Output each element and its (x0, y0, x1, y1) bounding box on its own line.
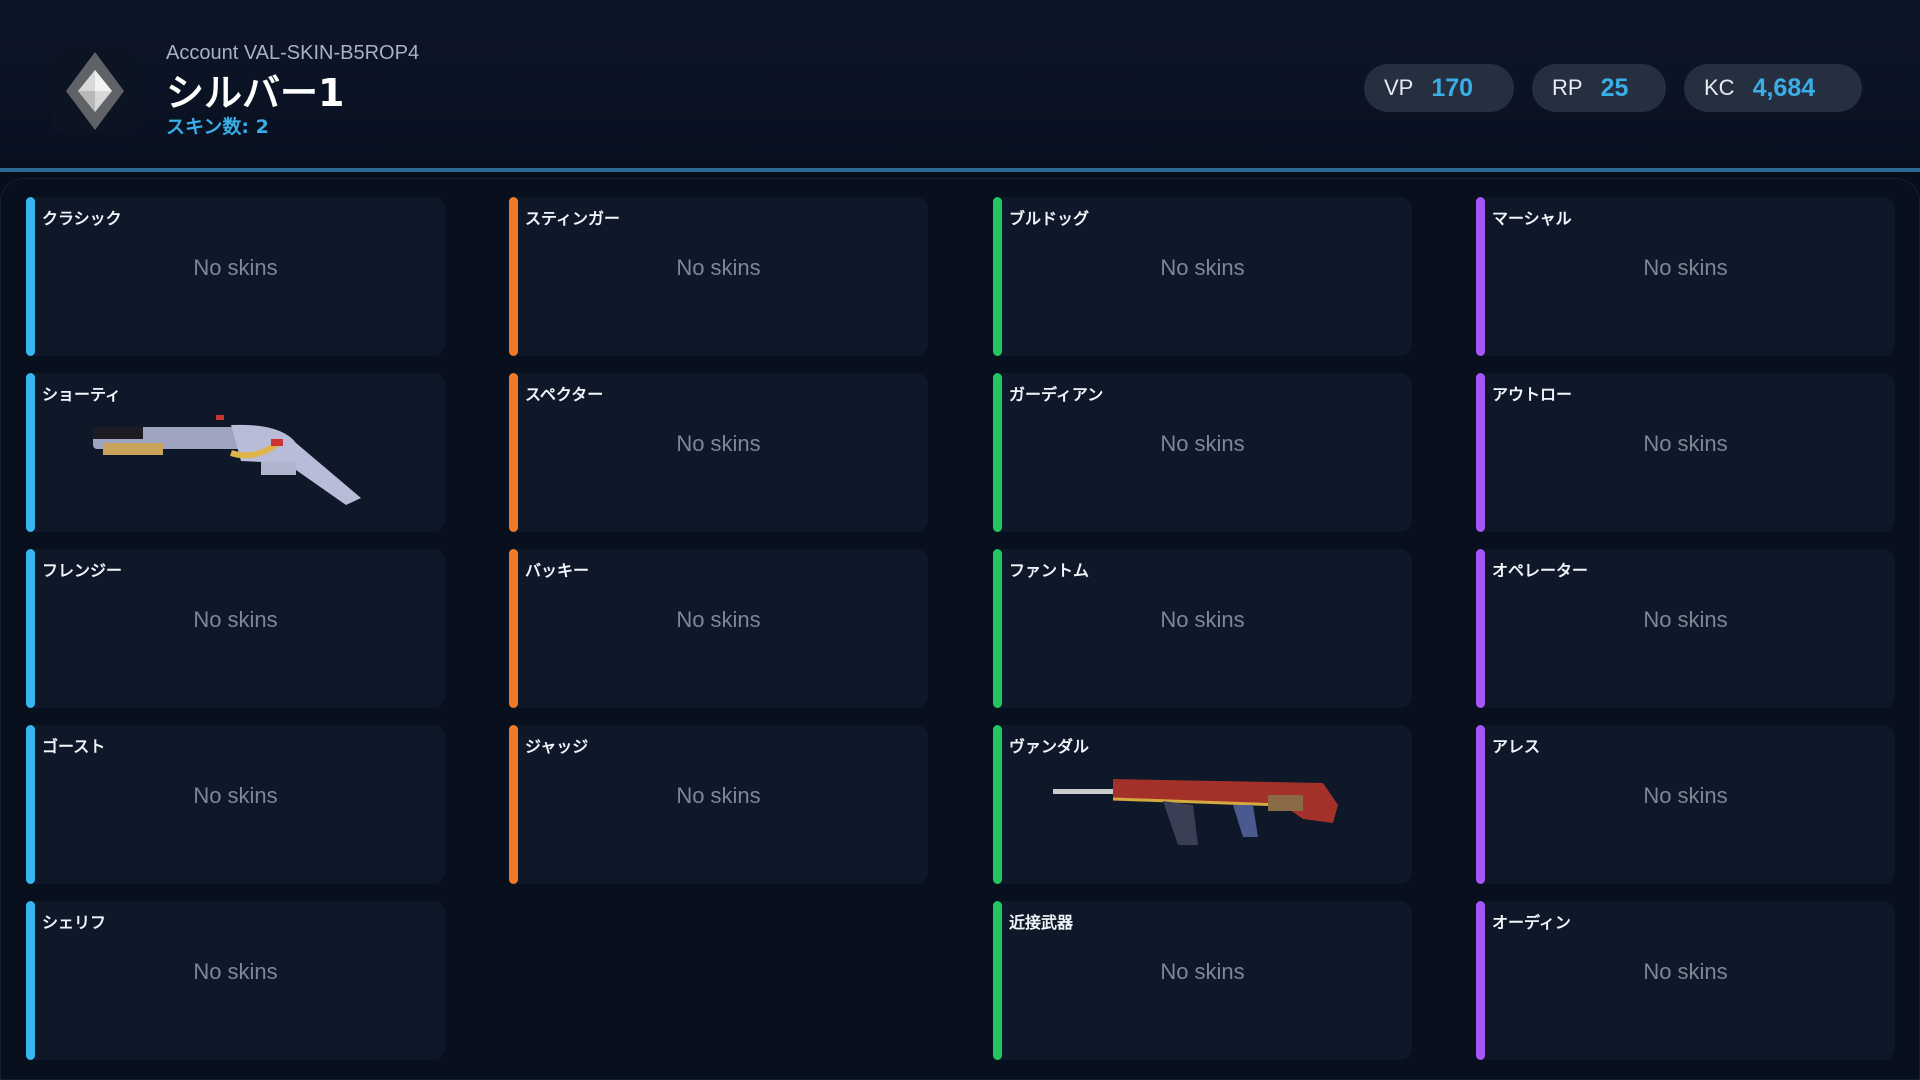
weapon-card[interactable]: オーディン No skins (1476, 901, 1895, 1060)
account-id: Account VAL-SKIN-B5ROP4 (166, 42, 420, 64)
weapon-card[interactable]: ファントム No skins (993, 549, 1412, 708)
category-color-bar (1476, 373, 1485, 532)
category-color-bar (1476, 197, 1485, 356)
weapon-name: シェリフ (42, 913, 107, 932)
weapon-card[interactable]: 近接武器 No skins (993, 901, 1412, 1060)
shorty-skin-image (93, 415, 361, 505)
no-skins-label: No skins (193, 783, 278, 808)
category-color-bar (26, 725, 35, 884)
no-skins-label: No skins (1160, 255, 1245, 280)
weapon-name: アウトロー (1492, 385, 1573, 404)
weapon-name: フレンジー (42, 561, 123, 580)
kc-value: 4,684 (1752, 73, 1816, 102)
weapon-card[interactable]: ショーティ (26, 373, 445, 532)
category-color-bar (993, 901, 1002, 1060)
weapon-card[interactable]: ガーディアン No skins (993, 373, 1412, 532)
weapon-name: ゴースト (42, 737, 106, 756)
vandal-skin-image (1053, 779, 1338, 845)
category-color-bar (509, 197, 518, 356)
rp-value: 25 (1600, 73, 1629, 102)
no-skins-label: No skins (193, 607, 278, 632)
weapon-name: ファントム (1009, 561, 1090, 580)
weapon-name: スティンガー (525, 209, 621, 228)
kc-balance: KC 4,684 (1684, 64, 1862, 112)
no-skins-label: No skins (1643, 959, 1728, 984)
weapon-card[interactable]: ヴァンダル (993, 725, 1412, 884)
rank-title: シルバー1 (166, 71, 345, 115)
category-color-bar (509, 549, 518, 708)
no-skins-label: No skins (676, 783, 761, 808)
category-color-bar (1476, 725, 1485, 884)
weapon-card[interactable]: フレンジー No skins (26, 549, 445, 708)
weapon-card[interactable]: クラシック No skins (26, 197, 445, 356)
category-color-bar (26, 197, 35, 356)
no-skins-label: No skins (676, 255, 761, 280)
no-skins-label: No skins (1643, 783, 1728, 808)
weapon-name: ショーティ (42, 385, 122, 404)
no-skins-label: No skins (676, 431, 761, 456)
category-color-bar (26, 901, 35, 1060)
weapon-card[interactable]: スペクター No skins (509, 373, 928, 532)
weapon-card[interactable]: ゴースト No skins (26, 725, 445, 884)
category-color-bar (26, 549, 35, 708)
rp-balance: RP 25 (1532, 64, 1666, 112)
weapon-name: 近接武器 (1009, 913, 1074, 932)
vp-value: 170 (1431, 73, 1474, 102)
weapon-name: ブルドッグ (1009, 209, 1090, 228)
no-skins-label: No skins (1160, 431, 1245, 456)
weapon-card[interactable]: シェリフ No skins (26, 901, 445, 1060)
category-color-bar (993, 549, 1002, 708)
weapon-name: ガーディアン (1009, 385, 1104, 404)
weapon-card[interactable]: アレス No skins (1476, 725, 1895, 884)
no-skins-label: No skins (1643, 255, 1728, 280)
category-color-bar (1476, 901, 1485, 1060)
weapon-name: アレス (1492, 737, 1541, 756)
category-color-bar (993, 725, 1002, 884)
no-skins-label: No skins (676, 607, 761, 632)
rp-label: RP (1552, 75, 1583, 100)
weapon-card[interactable]: スティンガー No skins (509, 197, 928, 356)
weapon-name: クラシック (42, 209, 122, 228)
category-color-bar (26, 373, 35, 532)
weapon-card[interactable]: アウトロー No skins (1476, 373, 1895, 532)
category-color-bar (509, 373, 518, 532)
skin-count: スキン数: 2 (166, 116, 269, 138)
no-skins-label: No skins (1160, 959, 1245, 984)
category-color-bar (993, 197, 1002, 356)
weapon-name: オペレーター (1492, 561, 1589, 580)
category-color-bar (509, 725, 518, 884)
weapon-card[interactable]: ブルドッグ No skins (993, 197, 1412, 356)
weapon-name: オーディン (1492, 913, 1571, 932)
header: Account VAL-SKIN-B5ROP4 シルバー1 スキン数: 2 VP… (0, 0, 1920, 172)
weapon-name: バッキー (525, 561, 590, 580)
weapon-name: マーシャル (1492, 209, 1572, 228)
weapon-name: ヴァンダル (1009, 737, 1090, 756)
weapon-name: スペクター (525, 385, 604, 404)
vp-balance: VP 170 (1364, 64, 1514, 112)
no-skins-label: No skins (1643, 607, 1728, 632)
weapon-card[interactable]: マーシャル No skins (1476, 197, 1895, 356)
weapon-card[interactable]: ジャッジ No skins (509, 725, 928, 884)
kc-label: KC (1704, 75, 1735, 100)
category-color-bar (993, 373, 1002, 532)
weapon-card[interactable]: オペレーター No skins (1476, 549, 1895, 708)
category-color-bar (1476, 549, 1485, 708)
weapon-name: ジャッジ (525, 737, 589, 756)
weapon-card[interactable]: バッキー No skins (509, 549, 928, 708)
no-skins-label: No skins (1643, 431, 1728, 456)
no-skins-label: No skins (1160, 607, 1245, 632)
silver-rank-icon (52, 48, 138, 134)
no-skins-label: No skins (193, 959, 278, 984)
vp-label: VP (1384, 75, 1414, 100)
no-skins-label: No skins (193, 255, 278, 280)
weapon-grid: クラシック No skins ショーティフレンジー No skins ゴースト No sk… (0, 178, 1920, 1080)
